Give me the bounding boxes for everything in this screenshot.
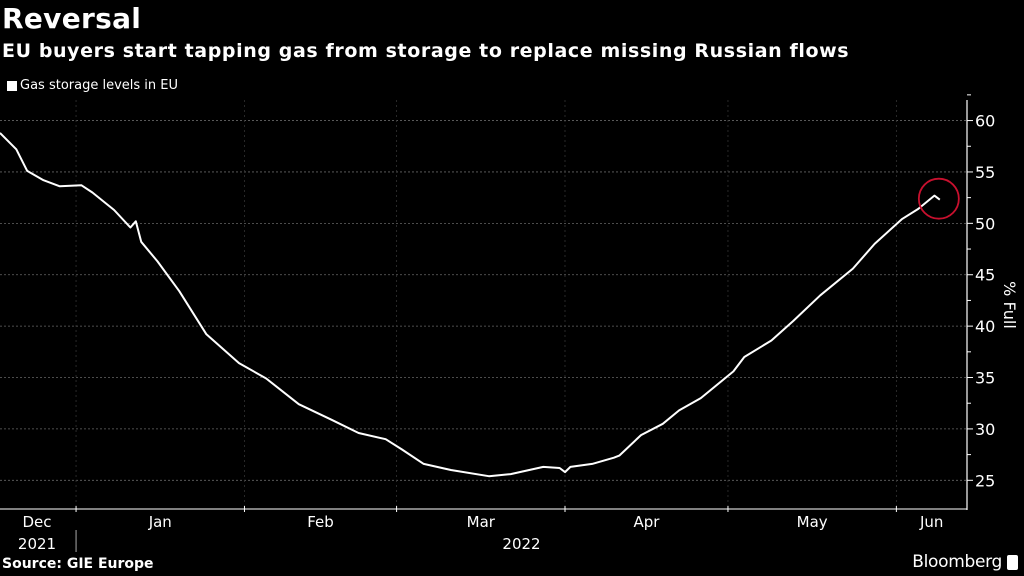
x-tick-label-apr: Apr bbox=[634, 513, 661, 531]
source-note: Source: GIE Europe bbox=[2, 556, 154, 572]
y-axis-label: % Full bbox=[1000, 281, 1019, 329]
y-tick-label: 60 bbox=[975, 112, 995, 131]
chart-title: Reversal bbox=[2, 2, 142, 35]
y-tick-label: 55 bbox=[975, 163, 995, 182]
x-year-label: 2022 bbox=[502, 535, 540, 553]
chart-subtitle: EU buyers start tapping gas from storage… bbox=[2, 40, 850, 62]
x-tick-label-mar: Mar bbox=[467, 513, 496, 531]
legend-label: Gas storage levels in EU bbox=[20, 78, 178, 93]
series-line-gas-storage bbox=[0, 132, 941, 478]
y-tick-label: 35 bbox=[975, 369, 995, 388]
y-tick-label: 50 bbox=[975, 214, 995, 233]
brand-name: Bloomberg bbox=[912, 552, 1002, 572]
y-tick-label: 30 bbox=[975, 420, 995, 439]
x-tick-label-feb: Feb bbox=[307, 513, 334, 531]
y-tick-label: 25 bbox=[975, 471, 995, 490]
x-tick-label-jan: Jan bbox=[148, 513, 172, 531]
bloomberg-logo: Bloomberg bbox=[912, 552, 1018, 572]
highlight-circle bbox=[917, 177, 960, 220]
x-tick-label-jun: Jun bbox=[919, 513, 943, 531]
x-tick-label-dec: Dec bbox=[22, 513, 51, 531]
y-tick-label: 40 bbox=[975, 317, 995, 336]
x-tick-label-may: May bbox=[797, 513, 828, 531]
legend: Gas storage levels in EU bbox=[7, 78, 178, 93]
x-year-label: 2021 bbox=[18, 535, 56, 553]
bloomberg-logo-icon bbox=[1007, 554, 1018, 570]
legend-swatch bbox=[7, 80, 17, 91]
y-tick-label: 45 bbox=[975, 266, 995, 285]
